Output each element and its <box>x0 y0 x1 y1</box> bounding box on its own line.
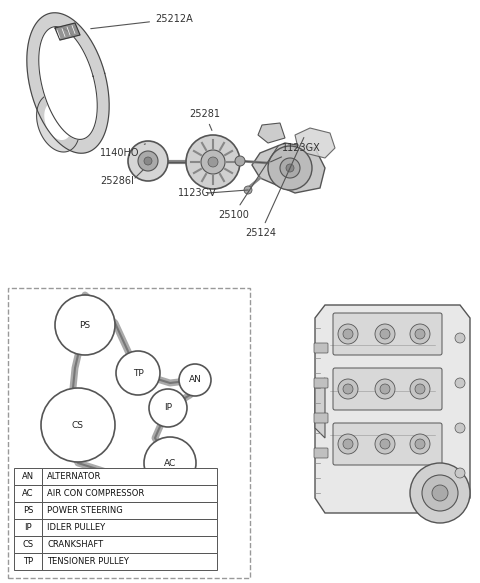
Circle shape <box>41 388 115 462</box>
Circle shape <box>338 379 358 399</box>
Polygon shape <box>36 94 79 152</box>
Circle shape <box>410 379 430 399</box>
Bar <box>14 485 42 502</box>
Circle shape <box>343 384 353 394</box>
Circle shape <box>410 463 470 523</box>
Circle shape <box>410 324 430 344</box>
Bar <box>42 553 217 570</box>
Text: CS: CS <box>23 540 34 549</box>
Bar <box>42 485 217 502</box>
Circle shape <box>455 468 465 478</box>
Circle shape <box>149 389 187 427</box>
Circle shape <box>138 151 158 171</box>
FancyBboxPatch shape <box>314 378 328 388</box>
Text: 25124: 25124 <box>245 138 304 238</box>
Polygon shape <box>315 305 470 513</box>
Text: CS: CS <box>72 420 84 430</box>
Circle shape <box>338 324 358 344</box>
Bar <box>42 536 217 553</box>
FancyBboxPatch shape <box>333 423 442 465</box>
Text: 1123GV: 1123GV <box>178 188 217 198</box>
Circle shape <box>144 157 152 165</box>
Polygon shape <box>315 378 325 438</box>
Bar <box>8 288 250 578</box>
Text: TP: TP <box>23 557 33 566</box>
Text: ALTERNATOR: ALTERNATOR <box>47 472 101 481</box>
Text: CRANKSHAFT: CRANKSHAFT <box>47 540 103 549</box>
Bar <box>42 519 217 536</box>
Text: IP: IP <box>164 403 172 413</box>
Circle shape <box>380 439 390 449</box>
Polygon shape <box>55 23 80 40</box>
Circle shape <box>286 164 294 172</box>
Bar <box>14 553 42 570</box>
Polygon shape <box>45 103 71 139</box>
Circle shape <box>186 135 240 189</box>
FancyBboxPatch shape <box>333 313 442 355</box>
Circle shape <box>455 333 465 343</box>
Text: AN: AN <box>22 472 34 481</box>
Text: AIR CON COMPRESSOR: AIR CON COMPRESSOR <box>47 489 144 498</box>
Circle shape <box>128 141 168 181</box>
Text: AC: AC <box>164 458 176 468</box>
Circle shape <box>55 295 115 355</box>
Bar <box>42 468 217 485</box>
Bar <box>14 502 42 519</box>
Circle shape <box>455 378 465 388</box>
Circle shape <box>208 157 218 167</box>
Circle shape <box>343 329 353 339</box>
Bar <box>42 502 217 519</box>
Circle shape <box>380 384 390 394</box>
Circle shape <box>280 158 300 178</box>
Circle shape <box>179 364 211 396</box>
Circle shape <box>144 437 196 489</box>
Circle shape <box>201 150 225 174</box>
Circle shape <box>422 475 458 511</box>
FancyBboxPatch shape <box>333 368 442 410</box>
Text: 1140HO: 1140HO <box>100 144 145 158</box>
Circle shape <box>268 146 312 190</box>
FancyBboxPatch shape <box>314 343 328 353</box>
Circle shape <box>338 434 358 454</box>
Text: 25281: 25281 <box>190 109 220 131</box>
Text: AC: AC <box>22 489 34 498</box>
Circle shape <box>410 434 430 454</box>
Text: TP: TP <box>132 368 144 378</box>
Circle shape <box>455 423 465 433</box>
Circle shape <box>415 384 425 394</box>
Polygon shape <box>252 143 325 193</box>
FancyBboxPatch shape <box>314 448 328 458</box>
Text: AN: AN <box>189 375 202 385</box>
Polygon shape <box>258 123 285 143</box>
Text: IP: IP <box>24 523 32 532</box>
Circle shape <box>432 485 448 501</box>
Bar <box>14 536 42 553</box>
Polygon shape <box>27 13 109 153</box>
Text: 25212A: 25212A <box>91 14 193 29</box>
Bar <box>14 519 42 536</box>
Polygon shape <box>295 128 335 158</box>
Text: PS: PS <box>23 506 33 515</box>
Circle shape <box>116 351 160 395</box>
Text: POWER STEERING: POWER STEERING <box>47 506 123 515</box>
Bar <box>14 468 42 485</box>
Circle shape <box>375 434 395 454</box>
Polygon shape <box>39 27 97 139</box>
Circle shape <box>415 329 425 339</box>
FancyBboxPatch shape <box>314 413 328 423</box>
Circle shape <box>244 186 252 194</box>
Circle shape <box>375 379 395 399</box>
Text: 25100: 25100 <box>218 145 278 220</box>
Text: IDLER PULLEY: IDLER PULLEY <box>47 523 105 532</box>
Circle shape <box>375 324 395 344</box>
Text: PS: PS <box>79 321 91 329</box>
Text: 1123GX: 1123GX <box>271 143 321 162</box>
Circle shape <box>380 329 390 339</box>
Circle shape <box>343 439 353 449</box>
Text: 25286I: 25286I <box>100 176 134 186</box>
Circle shape <box>415 439 425 449</box>
Circle shape <box>235 156 245 166</box>
Text: TENSIONER PULLEY: TENSIONER PULLEY <box>47 557 129 566</box>
